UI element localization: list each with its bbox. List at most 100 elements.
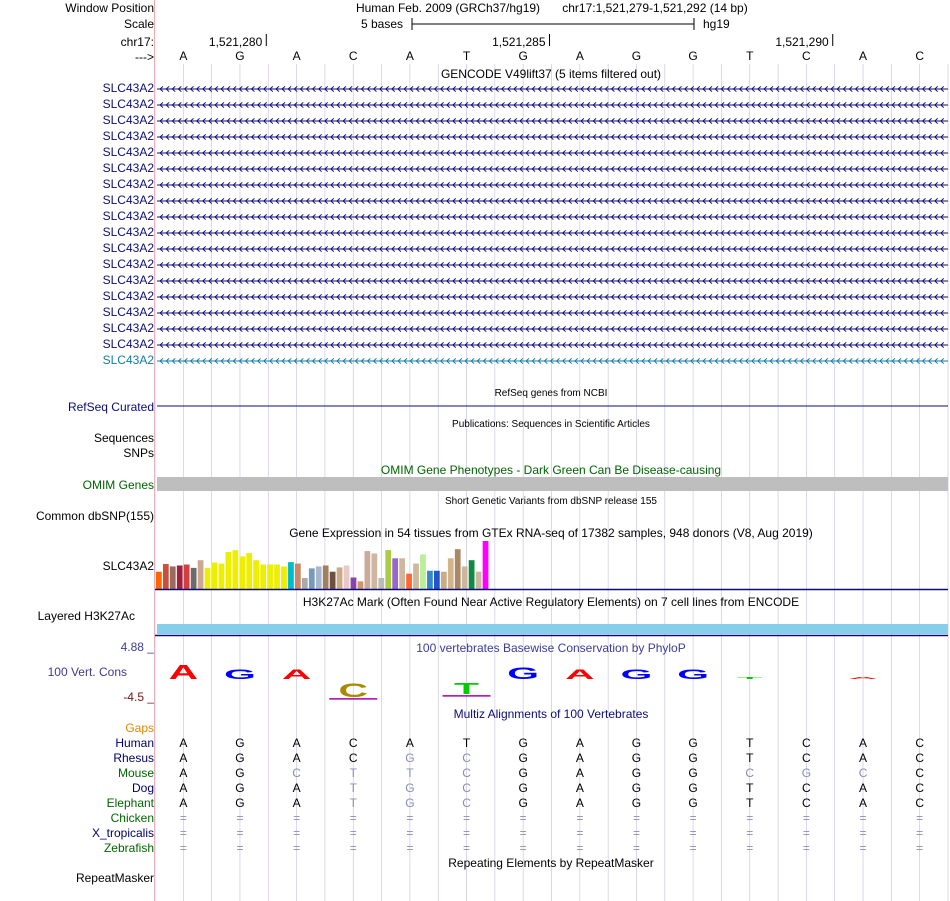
phylop-glyph[interactable]: T (442, 680, 491, 697)
gencode-transcript[interactable] (157, 294, 948, 300)
gencode-item-label[interactable]: SLC43A2 (102, 337, 154, 351)
gtex-tissue-bar[interactable] (371, 553, 378, 589)
gencode-transcript[interactable] (157, 342, 948, 348)
gtex-tissue-bar[interactable] (447, 558, 454, 589)
gtex-tissue-bar[interactable] (440, 571, 447, 589)
gtex-tissue-bar[interactable] (350, 577, 357, 589)
phylop-glyph[interactable]: G (621, 667, 653, 683)
gtex-tissue-bar[interactable] (378, 577, 385, 589)
gtex-tissue-bar[interactable] (260, 564, 266, 589)
gencode-transcript[interactable] (157, 214, 948, 220)
phylop-glyph[interactable]: G (507, 664, 539, 682)
gtex-tissue-bar[interactable] (183, 564, 190, 589)
gtex-tissue-bar[interactable] (399, 558, 405, 589)
gtex-tissue-bar[interactable] (427, 570, 433, 589)
gencode-transcript[interactable] (157, 326, 948, 332)
phylop-glyph[interactable]: C (329, 679, 378, 701)
snps-label[interactable]: SNPs (123, 446, 154, 460)
gtex-tissue-bar[interactable] (385, 550, 392, 589)
gtex-tissue-bar[interactable] (232, 550, 239, 589)
gencode-item-label[interactable]: SLC43A2 (102, 257, 154, 271)
species-label[interactable]: Zebrafish (103, 841, 154, 855)
gencode-item-label[interactable]: SLC43A2 (102, 113, 154, 127)
gtex-tissue-bar[interactable] (413, 563, 419, 589)
gtex-tissue-bar[interactable] (295, 563, 301, 589)
gencode-transcript[interactable] (157, 230, 948, 236)
gtex-expression-bars[interactable] (156, 541, 489, 589)
species-label[interactable]: Elephant (106, 796, 154, 810)
gencode-transcript[interactable] (157, 310, 948, 316)
gencode-transcript[interactable] (157, 86, 948, 92)
gtex-tissue-bar[interactable] (211, 562, 218, 589)
gtex-tissue-bar[interactable] (357, 581, 364, 589)
gencode-transcript[interactable] (157, 198, 948, 204)
gencode-transcript[interactable] (157, 134, 948, 140)
gencode-transcript[interactable] (157, 182, 948, 188)
species-label[interactable]: Human (115, 736, 154, 750)
gtex-tissue-bar[interactable] (246, 553, 253, 589)
gtex-tissue-bar[interactable] (392, 558, 399, 589)
gtex-tissue-bar[interactable] (281, 566, 287, 589)
gencode-item-label[interactable]: SLC43A2 (102, 273, 154, 287)
gtex-gene-label[interactable]: SLC43A2 (102, 559, 154, 573)
gencode-transcript[interactable] (157, 118, 948, 124)
gtex-tissue-bar[interactable] (343, 565, 350, 589)
gtex-tissue-bar[interactable] (253, 560, 260, 589)
gtex-tissue-bar[interactable] (468, 560, 475, 589)
gtex-tissue-bar[interactable] (454, 549, 461, 589)
species-label[interactable]: Mouse (117, 766, 154, 780)
gencode-transcript[interactable] (157, 246, 948, 252)
phylop-glyph[interactable]: A (169, 661, 198, 683)
species-label[interactable]: Rhesus (113, 751, 154, 765)
gtex-tissue-bar[interactable] (288, 562, 294, 589)
gtex-tissue-bar[interactable] (225, 552, 232, 589)
h3k27ac-signal-bar[interactable] (157, 624, 948, 634)
gtex-tissue-bar[interactable] (218, 563, 225, 589)
phylop-glyph[interactable]: T (737, 677, 762, 680)
gtex-tissue-bar[interactable] (406, 573, 412, 589)
species-label[interactable]: Chicken (110, 811, 154, 825)
gencode-item-label[interactable]: SLC43A2 (102, 177, 154, 191)
gtex-tissue-bar[interactable] (197, 560, 204, 589)
gencode-transcript[interactable] (157, 358, 948, 364)
gtex-tissue-bar[interactable] (364, 551, 371, 589)
gencode-item-label[interactable]: SLC43A2 (102, 241, 154, 255)
gtex-tissue-bar[interactable] (176, 565, 183, 589)
gtex-tissue-bar[interactable] (322, 565, 329, 589)
sequences-label[interactable]: Sequences (93, 431, 154, 445)
refseq-curated-label[interactable]: RefSeq Curated (67, 400, 154, 414)
gencode-transcript[interactable] (157, 166, 948, 172)
gencode-item-label[interactable]: SLC43A2 (102, 321, 154, 335)
gtex-tissue-bar[interactable] (274, 564, 280, 589)
gtex-tissue-bar[interactable] (162, 564, 169, 589)
phylop-glyph[interactable]: A (848, 677, 878, 680)
gencode-item-label[interactable]: SLC43A2 (102, 193, 154, 207)
gtex-tissue-bar[interactable] (475, 571, 482, 589)
gtex-tissue-bar[interactable] (301, 577, 308, 589)
multiz-alignment[interactable]: A G A C A T G A G G T C A CA G A C G C G A G G T C A CA G C T T C G A G G C G… (179, 736, 924, 855)
gencode-transcripts[interactable] (157, 86, 948, 364)
gencode-transcript[interactable] (157, 150, 948, 156)
gtex-tissue-bar[interactable] (434, 570, 440, 589)
gencode-item-label[interactable]: SLC43A2 (102, 161, 154, 175)
gtex-tissue-bar[interactable] (420, 554, 426, 589)
gencode-item-label[interactable]: SLC43A2 (102, 225, 154, 239)
gtex-tissue-bar[interactable] (308, 568, 315, 589)
gencode-item-label[interactable]: SLC43A2 (102, 209, 154, 223)
gtex-tissue-bar[interactable] (239, 556, 246, 589)
omim-genes-label[interactable]: OMIM Genes (82, 478, 154, 492)
gtex-tissue-bar[interactable] (336, 567, 343, 589)
phylop-logo[interactable]: A G A C T G A G G T A (169, 661, 878, 701)
gencode-item-label[interactable]: SLC43A2 (102, 305, 154, 319)
layered-h3k27ac-label[interactable]: Layered H3K27Ac (37, 609, 135, 623)
gencode-transcript[interactable] (157, 262, 948, 268)
gencode-item-label[interactable]: SLC43A2 (102, 353, 154, 367)
gtex-tissue-bar[interactable] (329, 571, 336, 589)
gtex-tissue-bar[interactable] (461, 566, 468, 589)
gencode-item-label[interactable]: SLC43A2 (102, 129, 154, 143)
gencode-item-label[interactable]: SLC43A2 (102, 81, 154, 95)
species-label[interactable]: Dog (131, 781, 154, 795)
phylop-glyph[interactable]: G (224, 667, 256, 683)
gtex-tissue-bar[interactable] (169, 566, 176, 589)
gtex-tissue-bar[interactable] (156, 571, 162, 589)
